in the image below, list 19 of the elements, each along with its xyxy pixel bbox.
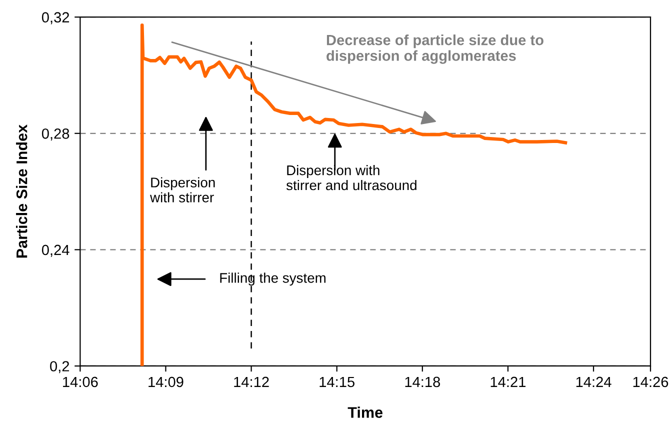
y-tick-label: 0,24 <box>42 244 70 257</box>
x-tick-label: 14:15 <box>320 376 354 388</box>
y-tick-label: 0,2 <box>50 361 70 374</box>
x-axis-title: Time <box>348 406 383 418</box>
annotation: Dispersion with stirrer and ultrasound <box>286 165 416 190</box>
x-tick-label: 14:06 <box>63 376 98 388</box>
x-tick-label: 14:21 <box>490 376 526 387</box>
y-axis-title: Particle Size Index <box>16 124 28 258</box>
x-tick-label: 14:09 <box>148 376 184 388</box>
y-tick-label: 0,28 <box>42 128 70 141</box>
annotation: Decrease of particle size due to dispersion of agglomerates <box>326 34 544 64</box>
annotation: Filling the system <box>220 272 326 286</box>
x-tick-label: 14:18 <box>405 376 440 388</box>
annotation: Dispersion with stirrer <box>150 177 215 202</box>
line-series <box>140 24 568 366</box>
x-tick-label: 14:12 <box>234 376 269 387</box>
x-tick-label: 14:24 <box>576 376 612 387</box>
y-tick-label: 0,32 <box>42 12 70 24</box>
x-tick-label: 14:26 <box>633 376 668 388</box>
